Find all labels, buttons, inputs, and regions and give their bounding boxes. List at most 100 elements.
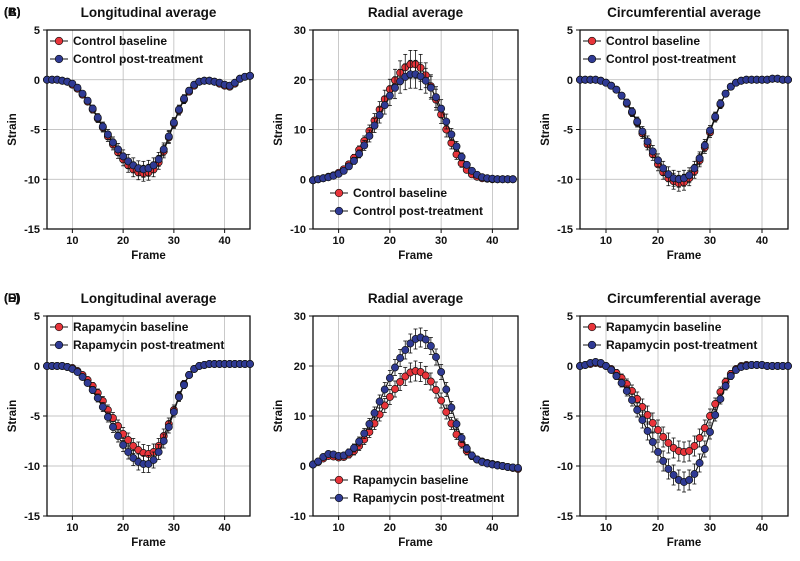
data-point <box>607 81 616 90</box>
data-point <box>442 408 451 416</box>
series-post <box>43 71 254 178</box>
data-point <box>355 149 364 158</box>
data-point <box>452 142 461 151</box>
data-point <box>360 141 369 150</box>
y-axis-label: Strain <box>7 113 19 146</box>
data-point <box>716 395 725 403</box>
series-post <box>309 327 522 472</box>
panel-letter: (E) <box>4 291 20 305</box>
data-point <box>648 147 657 156</box>
data-point <box>432 353 440 361</box>
data-point <box>421 371 430 380</box>
x-tick-label: 10 <box>333 522 345 534</box>
legend-label: Control baseline <box>353 186 447 200</box>
series-line <box>580 78 788 180</box>
data-point <box>119 152 128 161</box>
data-point <box>83 96 92 105</box>
data-point <box>457 434 466 442</box>
y-axis-label: Strain <box>273 113 285 146</box>
x-tick-label: 20 <box>652 522 664 534</box>
data-point <box>421 76 430 85</box>
y-tick-label: -5 <box>563 125 573 137</box>
data-point <box>462 444 471 453</box>
panel-letter: (D) <box>4 291 21 305</box>
legend-marker <box>587 340 597 350</box>
data-point <box>421 335 430 344</box>
data-point <box>643 137 652 146</box>
x-tick-label: 10 <box>600 235 612 247</box>
legend-marker <box>334 206 344 216</box>
data-point <box>442 385 451 394</box>
data-point <box>169 408 178 416</box>
legend-label: Control baseline <box>606 34 700 48</box>
y-tick-label: 5 <box>567 311 573 323</box>
data-point <box>447 130 456 139</box>
data-point <box>638 416 647 424</box>
data-point <box>174 105 183 114</box>
legend-label: Rapamycin baseline <box>353 473 469 487</box>
x-tick-label: 30 <box>704 235 716 247</box>
series-baseline <box>43 360 254 463</box>
y-tick-label: 0 <box>567 361 573 373</box>
legend-label: Control post-treatment <box>353 204 483 218</box>
panel-title: Longitudinal average <box>81 5 217 20</box>
x-axis-label: Frame <box>131 537 166 549</box>
data-point <box>617 379 626 387</box>
data-point <box>344 162 353 171</box>
data-point <box>457 152 466 161</box>
data-point <box>103 130 112 139</box>
data-point <box>628 107 636 116</box>
data-point <box>685 447 694 455</box>
data-point <box>659 433 668 441</box>
data-point <box>174 393 183 401</box>
data-point <box>648 419 657 427</box>
series-line <box>580 78 788 184</box>
data-point <box>124 436 133 444</box>
x-tick-label: 40 <box>219 522 231 534</box>
data-point <box>385 393 394 401</box>
data-point <box>180 94 188 103</box>
panel-title: Circumferential average <box>607 5 761 20</box>
data-point <box>380 101 389 110</box>
x-tick-label: 40 <box>756 522 768 534</box>
legend-marker <box>587 322 597 332</box>
y-tick-label: 0 <box>34 75 40 87</box>
chart-panel: (B) Radial average 10 20 30 40 30 20 10 0 -10 Frame… <box>4 5 519 262</box>
y-tick-label: -10 <box>557 461 573 473</box>
data-point <box>638 127 647 136</box>
panel-letter: (B) <box>4 5 21 19</box>
data-point <box>73 83 82 92</box>
data-point <box>695 434 704 442</box>
data-point <box>246 360 254 368</box>
data-point <box>88 386 97 394</box>
x-axis-label: Frame <box>398 537 433 549</box>
panel-title: Circumferential average <box>607 291 761 306</box>
data-point <box>396 354 405 362</box>
data-point <box>380 401 389 410</box>
x-tick-label: 10 <box>66 522 78 534</box>
y-axis-label: Strain <box>540 113 552 146</box>
data-point <box>437 368 446 376</box>
legend-label: Control baseline <box>73 34 167 48</box>
data-point <box>633 117 642 126</box>
series-line <box>312 73 513 181</box>
series-post <box>43 360 254 473</box>
data-point <box>93 394 102 402</box>
series-line <box>579 361 788 483</box>
x-tick-label: 10 <box>333 235 345 247</box>
x-axis-label: Frame <box>667 537 702 549</box>
data-point <box>706 428 714 436</box>
data-point <box>375 111 384 120</box>
data-point <box>169 118 178 127</box>
data-point <box>149 456 158 464</box>
x-tick-label: 30 <box>168 522 180 534</box>
legend-label: Control post-treatment <box>606 52 736 66</box>
y-tick-label: 0 <box>300 174 306 186</box>
data-point <box>659 164 668 173</box>
data-point <box>375 397 384 406</box>
x-axis-label: Frame <box>398 250 433 262</box>
data-point <box>784 362 792 370</box>
data-point <box>98 122 107 131</box>
